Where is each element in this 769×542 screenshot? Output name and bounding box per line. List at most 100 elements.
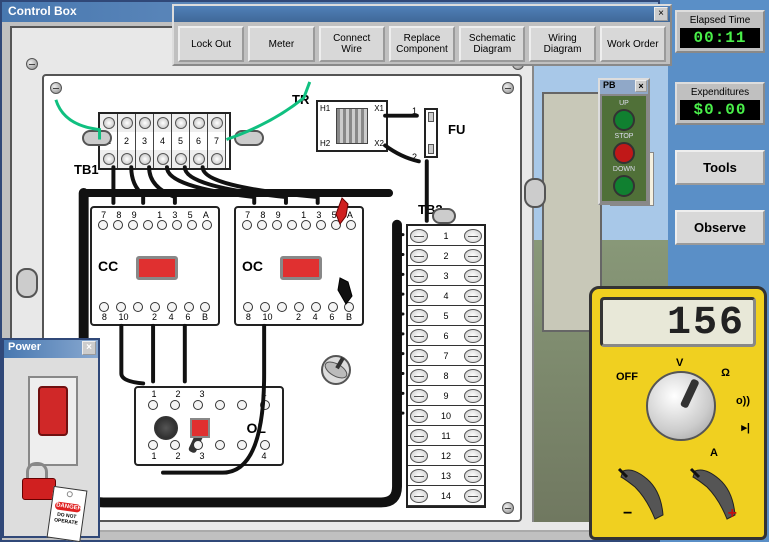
power-close-button[interactable]: × <box>82 341 96 355</box>
cc-terminal[interactable] <box>116 302 126 312</box>
cc-terminal[interactable] <box>200 302 210 312</box>
loto-tag[interactable]: DANGER DO NOT OPERATE <box>47 486 88 542</box>
oc-terminal[interactable] <box>311 302 321 312</box>
tb1-screw[interactable] <box>172 150 190 168</box>
cc-terminal[interactable] <box>143 220 153 230</box>
pb-up-button[interactable] <box>613 109 635 131</box>
tools-button[interactable]: Tools <box>675 150 765 185</box>
tb1-screw[interactable] <box>208 114 226 132</box>
meter-rotary-dial[interactable] <box>646 371 716 441</box>
pb-close-button[interactable]: × <box>635 80 647 92</box>
toolbar-schematic-diagram-button[interactable]: Schematic Diagram <box>459 26 525 62</box>
ol-dial[interactable] <box>154 416 178 440</box>
tb1-terminal-4[interactable]: 4 <box>154 132 172 150</box>
cc-terminal[interactable] <box>150 302 160 312</box>
tb1-screw[interactable] <box>136 114 154 132</box>
selector-knob[interactable] <box>318 352 354 388</box>
ol-terminal[interactable] <box>148 400 158 410</box>
ol-terminal[interactable] <box>215 400 225 410</box>
cc-terminal[interactable] <box>128 220 138 230</box>
toolbar-close-button[interactable]: × <box>654 7 668 21</box>
tb1-terminal-7[interactable]: 7 <box>208 132 226 150</box>
tb1-screw[interactable] <box>154 150 172 168</box>
enclosure-latch[interactable] <box>524 178 546 208</box>
tb2-row-2[interactable]: 2 <box>408 246 484 266</box>
tb2-row-8[interactable]: 8 <box>408 366 484 386</box>
ol-terminal[interactable] <box>237 400 247 410</box>
tb1-screw[interactable] <box>208 150 226 168</box>
tb1-screw[interactable] <box>154 114 172 132</box>
probe-negative[interactable]: − <box>617 465 667 523</box>
toolbar-work-order-button[interactable]: Work Order <box>600 26 666 62</box>
tb2-row-14[interactable]: 14 <box>408 486 484 506</box>
cc-terminal[interactable] <box>98 220 108 230</box>
ol-terminal[interactable] <box>260 400 270 410</box>
tb2-row-7[interactable]: 7 <box>408 346 484 366</box>
ol-terminal[interactable] <box>260 440 270 450</box>
tb2-row-4[interactable]: 4 <box>408 286 484 306</box>
oc-terminal[interactable] <box>316 220 326 230</box>
disconnect-switch[interactable] <box>28 376 78 466</box>
cc-terminal[interactable] <box>167 302 177 312</box>
switch-handle[interactable] <box>38 386 68 436</box>
ol-terminal[interactable] <box>170 400 180 410</box>
cc-contactor[interactable]: 789135A CC 810246B <box>90 206 220 326</box>
oc-terminal[interactable] <box>272 220 282 230</box>
oc-terminal[interactable] <box>277 302 287 312</box>
toolbar-wiring-diagram-button[interactable]: Wiring Diagram <box>529 26 595 62</box>
toolbar-lock-out-button[interactable]: Lock Out <box>178 26 244 62</box>
ol-terminal[interactable] <box>170 440 180 450</box>
tb1-screw[interactable] <box>136 150 154 168</box>
fuse[interactable] <box>424 108 438 158</box>
ol-overload[interactable]: 1234 OL 1234 <box>134 386 284 466</box>
oc-terminal[interactable] <box>301 220 311 230</box>
cc-terminal[interactable] <box>99 302 109 312</box>
probe-positive[interactable]: + <box>689 465 739 523</box>
tb1-terminal-5[interactable]: 5 <box>172 132 190 150</box>
oc-terminal[interactable] <box>260 302 270 312</box>
tb1-screw[interactable] <box>118 114 136 132</box>
ol-terminal[interactable] <box>193 440 203 450</box>
cc-terminal[interactable] <box>113 220 123 230</box>
toolbar-connect-wire-button[interactable]: Connect Wire <box>319 26 385 62</box>
tb2-row-1[interactable]: 1 <box>408 226 484 246</box>
ol-reset-button[interactable] <box>190 418 210 438</box>
pb-stop-button[interactable] <box>613 142 635 164</box>
cc-terminal[interactable] <box>157 220 167 230</box>
ol-terminal[interactable] <box>193 400 203 410</box>
cc-terminal[interactable] <box>133 302 143 312</box>
oc-terminal[interactable] <box>294 302 304 312</box>
observe-button[interactable]: Observe <box>675 210 765 245</box>
tb1-screw[interactable] <box>172 114 190 132</box>
tb2-row-3[interactable]: 3 <box>408 266 484 286</box>
tb1-terminal-2[interactable]: 2 <box>118 132 136 150</box>
tb1-block[interactable]: 1234567 <box>98 112 231 170</box>
ol-terminal[interactable] <box>148 440 158 450</box>
tb1-screw[interactable] <box>190 114 208 132</box>
tb1-terminal-6[interactable]: 6 <box>190 132 208 150</box>
padlock-icon[interactable] <box>22 470 56 500</box>
tb1-screw[interactable] <box>118 150 136 168</box>
ol-terminal[interactable] <box>215 440 225 450</box>
cc-terminal[interactable] <box>184 302 194 312</box>
black-probe-clip[interactable] <box>336 276 356 306</box>
power-titlebar[interactable]: Power × <box>4 340 98 358</box>
cc-terminal[interactable] <box>202 220 212 230</box>
toolbar-titlebar[interactable] <box>174 6 670 22</box>
cc-terminal[interactable] <box>172 220 182 230</box>
tb2-row-13[interactable]: 13 <box>408 466 484 486</box>
oc-terminal[interactable] <box>257 220 267 230</box>
tb2-row-9[interactable]: 9 <box>408 386 484 406</box>
backplate[interactable]: TB1 1234567 TR H1 X1 H2 X2 FU 1 2 <box>42 74 522 522</box>
oc-terminal[interactable] <box>242 220 252 230</box>
oc-terminal[interactable] <box>243 302 253 312</box>
tb2-row-11[interactable]: 11 <box>408 426 484 446</box>
oc-terminal[interactable] <box>287 220 297 230</box>
cc-coil-button[interactable] <box>136 256 178 280</box>
tb2-row-12[interactable]: 12 <box>408 446 484 466</box>
tb2-row-10[interactable]: 10 <box>408 406 484 426</box>
pb-titlebar[interactable]: PB × <box>600 80 648 94</box>
ol-terminal[interactable] <box>237 440 247 450</box>
tb2-block[interactable]: 1234567891011121314 <box>406 224 486 508</box>
multimeter[interactable]: 156 OFF V Ω o)) ▸| A − + <box>589 286 767 540</box>
